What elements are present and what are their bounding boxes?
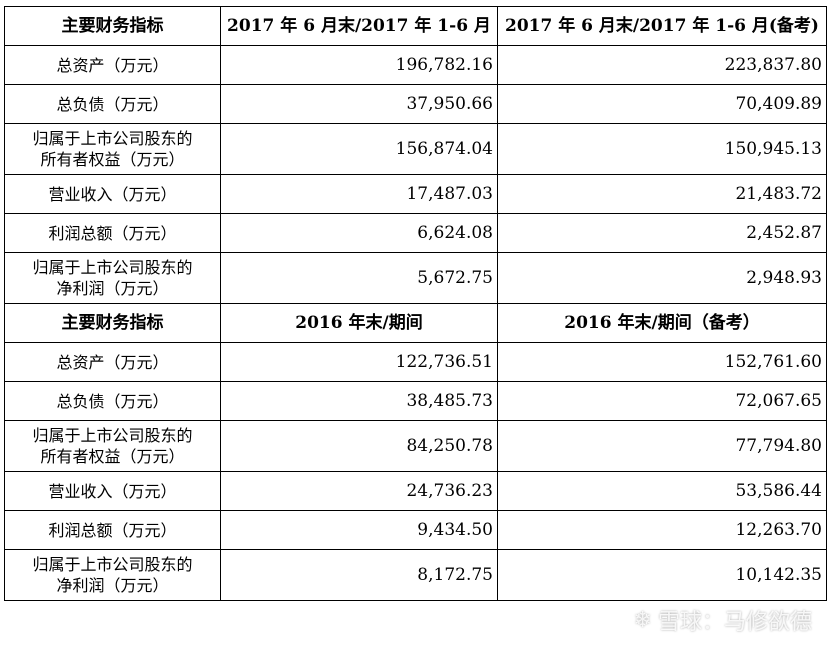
table-body: 主要财务指标 2017 年 6 月末/2017 年 1-6 月 2017 年 6 月… — [4, 6, 827, 601]
header-indicator: 主要财务指标 — [4, 303, 221, 343]
value-pro-forma: 223,837.80 — [497, 45, 827, 85]
section-header-row: 主要财务指标 2017 年 6 月末/2017 年 1-6 月 2017 年 6 月… — [4, 6, 827, 46]
header-period: 2016 年末/期间 — [220, 303, 498, 343]
header-indicator: 主要财务指标 — [4, 6, 221, 46]
value-pro-forma: 10,142.35 — [497, 549, 827, 601]
value-reported: 8,172.75 — [220, 549, 498, 601]
indicator-label: 归属于上市公司股东的 净利润（万元） — [4, 252, 221, 304]
value-reported: 24,736.23 — [220, 471, 498, 511]
table-row: 利润总额（万元） 6,624.08 2,452.87 — [4, 213, 827, 253]
indicator-label-line: 利润总额（万元） — [48, 223, 177, 243]
value-pro-forma: 21,483.72 — [497, 174, 827, 214]
financial-indicators-table: 主要财务指标 2017 年 6 月末/2017 年 1-6 月 2017 年 6 月… — [4, 6, 827, 601]
table-row: 归属于上市公司股东的 净利润（万元） 8,172.75 10,142.35 — [4, 549, 827, 601]
indicator-label-line: 净利润（万元） — [56, 279, 169, 298]
value-pro-forma: 152,761.60 — [497, 342, 827, 382]
value-reported: 156,874.04 — [220, 123, 498, 175]
value-pro-forma: 2,948.93 — [497, 252, 827, 304]
value-pro-forma: 53,586.44 — [497, 471, 827, 511]
indicator-label-line: 归属于上市公司股东的 — [32, 129, 193, 148]
watermark-text: 雪球：马修欲德 — [657, 610, 812, 635]
indicator-label: 总负债（万元） — [4, 84, 221, 124]
table-row: 利润总额（万元） 9,434.50 12,263.70 — [4, 510, 827, 550]
indicator-label-line: 营业收入（万元） — [48, 481, 177, 501]
indicator-label-line: 归属于上市公司股东的 — [32, 555, 193, 574]
indicator-label: 营业收入（万元） — [4, 471, 221, 511]
indicator-label-line: 所有者权益（万元） — [40, 447, 185, 466]
indicator-label: 利润总额（万元） — [4, 213, 221, 253]
header-period: 2017 年 6 月末/2017 年 1-6 月 — [220, 6, 498, 46]
table-row: 总负债（万元） 38,485.73 72,067.65 — [4, 381, 827, 421]
indicator-label-line: 营业收入（万元） — [48, 184, 177, 204]
value-pro-forma: 2,452.87 — [497, 213, 827, 253]
indicator-label: 归属于上市公司股东的 所有者权益（万元） — [4, 123, 221, 175]
indicator-label: 总负债（万元） — [4, 381, 221, 421]
table-row: 总负债（万元） 37,950.66 70,409.89 — [4, 84, 827, 124]
indicator-label: 营业收入（万元） — [4, 174, 221, 214]
indicator-label: 总资产（万元） — [4, 45, 221, 85]
watermark: ❄ 雪球：马修欲德 — [634, 604, 812, 636]
indicator-label-line: 利润总额（万元） — [48, 520, 177, 540]
value-reported: 84,250.78 — [220, 420, 498, 472]
value-reported: 38,485.73 — [220, 381, 498, 421]
value-reported: 196,782.16 — [220, 45, 498, 85]
table-row: 归属于上市公司股东的 所有者权益（万元） 156,874.04 150,945.13 — [4, 123, 827, 175]
header-period-pro-forma: 2016 年末/期间（备考） — [497, 303, 827, 343]
table-row: 归属于上市公司股东的 所有者权益（万元） 84,250.78 77,794.80 — [4, 420, 827, 472]
indicator-label-line: 净利润（万元） — [56, 576, 169, 595]
value-pro-forma: 70,409.89 — [497, 84, 827, 124]
indicator-label-line: 总负债（万元） — [56, 94, 169, 114]
header-period-pro-forma: 2017 年 6 月末/2017 年 1-6 月(备考) — [497, 6, 827, 46]
section-header-row: 主要财务指标 2016 年末/期间 2016 年末/期间（备考） — [4, 303, 827, 343]
value-pro-forma: 150,945.13 — [497, 123, 827, 175]
value-reported: 9,434.50 — [220, 510, 498, 550]
indicator-label-line: 归属于上市公司股东的 — [32, 258, 193, 277]
indicator-label-line: 所有者权益（万元） — [40, 150, 185, 169]
indicator-label: 利润总额（万元） — [4, 510, 221, 550]
value-reported: 5,672.75 — [220, 252, 498, 304]
indicator-label-line: 总资产（万元） — [56, 352, 169, 372]
indicator-label-line: 总资产（万元） — [56, 55, 169, 75]
indicator-label-line: 总负债（万元） — [56, 391, 169, 411]
indicator-label-line: 归属于上市公司股东的 — [32, 426, 193, 445]
value-reported: 6,624.08 — [220, 213, 498, 253]
table-row: 营业收入（万元） 17,487.03 21,483.72 — [4, 174, 827, 214]
snowball-logo-icon: ❄ — [633, 607, 652, 633]
value-reported: 37,950.66 — [220, 84, 498, 124]
indicator-label: 总资产（万元） — [4, 342, 221, 382]
table-row: 总资产（万元） 196,782.16 223,837.80 — [4, 45, 827, 85]
table-row: 营业收入（万元） 24,736.23 53,586.44 — [4, 471, 827, 511]
value-pro-forma: 77,794.80 — [497, 420, 827, 472]
value-pro-forma: 72,067.65 — [497, 381, 827, 421]
value-reported: 17,487.03 — [220, 174, 498, 214]
value-pro-forma: 12,263.70 — [497, 510, 827, 550]
value-reported: 122,736.51 — [220, 342, 498, 382]
table-row: 归属于上市公司股东的 净利润（万元） 5,672.75 2,948.93 — [4, 252, 827, 304]
indicator-label: 归属于上市公司股东的 净利润（万元） — [4, 549, 221, 601]
table-row: 总资产（万元） 122,736.51 152,761.60 — [4, 342, 827, 382]
indicator-label: 归属于上市公司股东的 所有者权益（万元） — [4, 420, 221, 472]
